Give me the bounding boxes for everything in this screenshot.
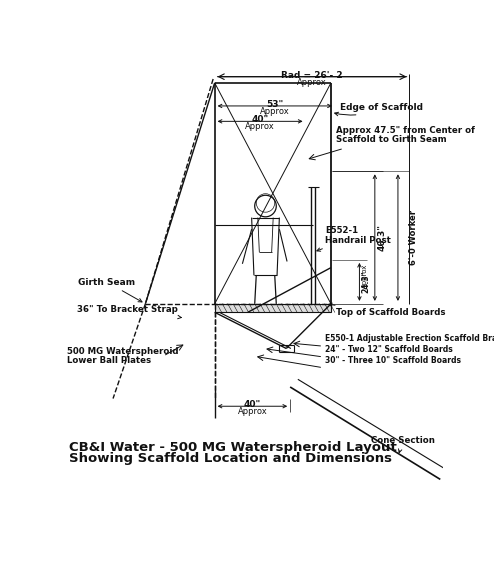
Bar xyxy=(215,304,331,312)
Text: Approx: Approx xyxy=(238,407,267,416)
Text: Girth Seam: Girth Seam xyxy=(79,278,142,302)
Text: 24.3": 24.3" xyxy=(362,270,370,293)
Text: Lower Ball Plates: Lower Ball Plates xyxy=(67,356,151,365)
Text: Cone Section: Cone Section xyxy=(371,436,435,452)
Text: 6'-0 Worker: 6'-0 Worker xyxy=(409,210,418,265)
Text: 24" - Two 12" Scaffold Boards: 24" - Two 12" Scaffold Boards xyxy=(325,345,453,354)
Text: 40": 40" xyxy=(244,400,261,409)
Text: 53": 53" xyxy=(266,100,284,109)
Text: Showing Scaffold Location and Dimensions: Showing Scaffold Location and Dimensions xyxy=(69,452,392,465)
Text: E552-1
Handrail Post: E552-1 Handrail Post xyxy=(317,225,391,251)
Text: Rad = 26'- 2: Rad = 26'- 2 xyxy=(281,71,342,80)
Text: E550-1 Adjustable Erection Scaffold Bracket: E550-1 Adjustable Erection Scaffold Brac… xyxy=(325,334,494,343)
Text: 500 MG Waterspheroid: 500 MG Waterspheroid xyxy=(67,347,178,356)
Text: 30" - Three 10" Scaffold Boards: 30" - Three 10" Scaffold Boards xyxy=(325,356,461,365)
Text: Edge of Scaffold: Edge of Scaffold xyxy=(334,103,423,116)
Text: 40": 40" xyxy=(251,115,269,124)
Text: Approx: Approx xyxy=(297,78,327,87)
Text: 36" To Bracket Strap: 36" To Bracket Strap xyxy=(77,305,181,319)
Text: Approx: Approx xyxy=(245,122,275,131)
Text: Approx: Approx xyxy=(362,263,368,288)
Text: Scaffold to Girth Seam: Scaffold to Girth Seam xyxy=(336,135,447,144)
Text: Approx: Approx xyxy=(260,107,289,116)
Text: CB&I Water - 500 MG Waterspheroid Layout: CB&I Water - 500 MG Waterspheroid Layout xyxy=(69,441,397,454)
Text: 46.3": 46.3" xyxy=(377,224,386,251)
Text: Approx 47.5" from Center of: Approx 47.5" from Center of xyxy=(336,126,475,135)
Text: Top of Scaffold Boards: Top of Scaffold Boards xyxy=(329,303,446,318)
